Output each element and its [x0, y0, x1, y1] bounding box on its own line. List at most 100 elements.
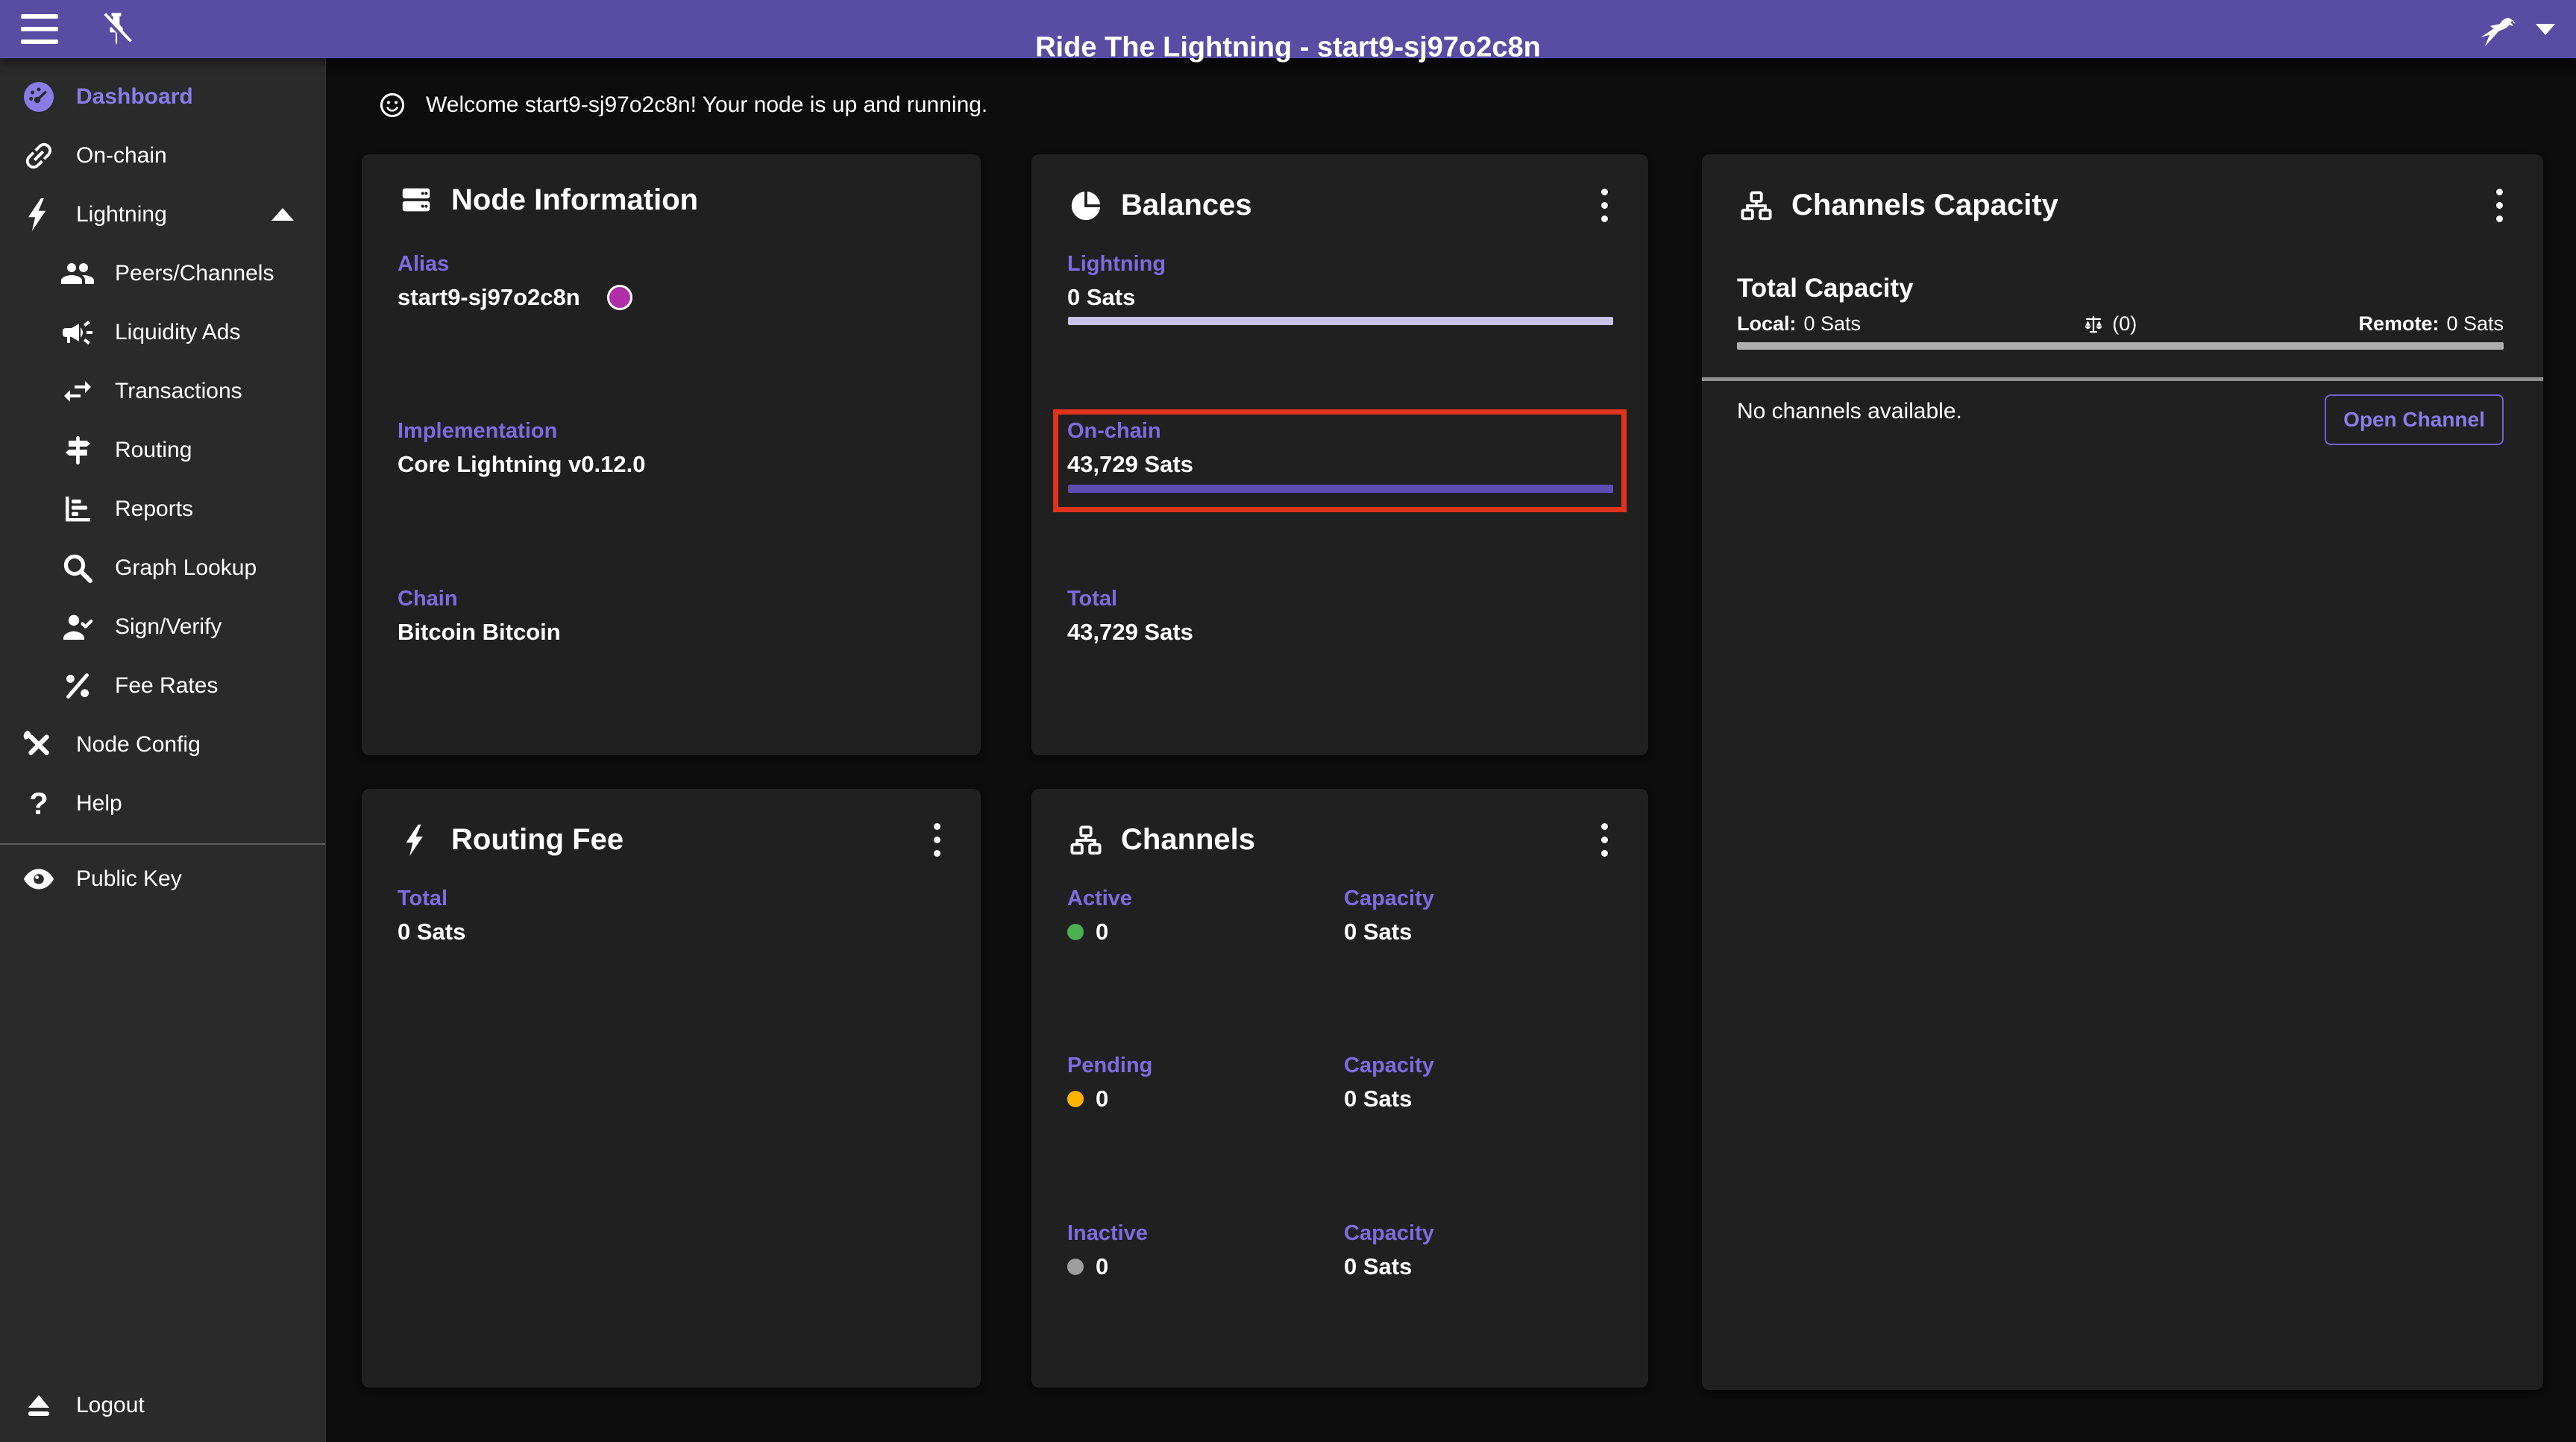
no-channels-message: No channels available.	[1737, 399, 1962, 424]
sidebar-item-reports[interactable]: Reports	[0, 479, 325, 538]
inactive-status-dot	[1067, 1259, 1084, 1275]
pending-capacity-field: Capacity 0 Sats	[1344, 1054, 1434, 1112]
card-header: Routing Fee	[399, 817, 951, 863]
onchain-highlight-box	[1053, 409, 1627, 512]
field-label: Chain	[398, 587, 458, 611]
lightning-balance-field: Lightning 0 Sats	[1067, 252, 1166, 311]
signpost-icon	[60, 432, 95, 468]
routing-fee-total-value: 0 Sats	[398, 919, 466, 945]
field-label: Implementation	[398, 419, 558, 443]
active-capacity-field: Capacity 0 Sats	[1344, 887, 1434, 945]
sidebar-item-label: Lightning	[76, 201, 167, 227]
search-icon	[60, 550, 95, 586]
sidebar-item-node-config[interactable]: Node Config	[0, 715, 325, 774]
sidebar-item-peers-channels[interactable]: Peers/Channels	[0, 244, 325, 303]
inactive-capacity-field: Capacity 0 Sats	[1344, 1221, 1434, 1280]
field-label: Capacity	[1344, 1221, 1434, 1245]
megaphone-icon	[60, 315, 95, 350]
total-balance-field: Total 43,729 Sats	[1067, 587, 1193, 646]
main-content: Welcome start9-sj97o2c8n! Your node is u…	[326, 58, 2576, 1442]
swap-arrows-icon	[60, 374, 95, 409]
card-divider	[1702, 377, 2543, 381]
inactive-capacity-value: 0 Sats	[1344, 1253, 1413, 1279]
chain-field: Chain Bitcoin Bitcoin	[398, 587, 561, 646]
sidebar-item-sign-verify[interactable]: Sign/Verify	[0, 597, 325, 656]
pie-chart-icon	[1069, 189, 1103, 223]
implementation-value: Core Lightning v0.12.0	[398, 451, 646, 477]
sidebar: Dashboard On-chain Lightning Peers/Chann…	[0, 58, 326, 1442]
network-icon	[1069, 823, 1103, 857]
sidebar-item-label: Fee Rates	[115, 673, 219, 698]
onchain-balance-value: 43,729 Sats	[1067, 451, 1193, 477]
app-title: Ride The Lightning - start9-sj97o2c8n	[1035, 31, 1541, 63]
sidebar-item-label: On-chain	[76, 142, 167, 168]
sidebar-item-graph-lookup[interactable]: Graph Lookup	[0, 538, 325, 597]
onchain-balance-bar	[1068, 485, 1613, 493]
sidebar-item-label: Graph Lookup	[115, 555, 257, 580]
sidebar-item-public-key[interactable]: Public Key	[0, 849, 325, 908]
eye-icon	[21, 861, 57, 897]
inactive-channels-field: Inactive 0	[1067, 1221, 1148, 1280]
more-options-button[interactable]	[1591, 817, 1618, 863]
open-channel-button[interactable]: Open Channel	[2325, 394, 2504, 445]
smiley-icon	[378, 91, 406, 119]
routing-fee-total-field: Total 0 Sats	[398, 887, 465, 945]
sidebar-item-label: Public Key	[76, 866, 182, 891]
pending-channels-field: Pending 0	[1067, 1054, 1152, 1112]
card-title: Node Information	[451, 183, 699, 216]
scale-icon	[2082, 313, 2105, 336]
bolt-icon	[399, 823, 433, 857]
tools-icon	[21, 727, 57, 763]
pending-capacity-value: 0 Sats	[1344, 1086, 1413, 1112]
more-options-button[interactable]	[2486, 183, 2513, 228]
caret-down-icon	[2536, 23, 2555, 35]
more-options-button[interactable]	[1591, 183, 1618, 228]
card-header: Channels Capacity	[1739, 183, 2513, 228]
sidebar-item-logout[interactable]: Logout	[0, 1376, 325, 1435]
sidebar-item-routing[interactable]: Routing	[0, 421, 325, 479]
alias-value: start9-sj97o2c8n	[398, 284, 580, 310]
sidebar-item-lightning[interactable]: Lightning	[0, 185, 325, 244]
bar-chart-icon	[60, 491, 95, 527]
sidebar-item-label: Node Config	[76, 731, 201, 757]
sidebar-item-dashboard[interactable]: Dashboard	[0, 67, 325, 126]
person-check-icon	[60, 609, 95, 645]
routing-fee-card: Routing Fee Total 0 Sats	[362, 789, 981, 1388]
card-header: Node Information	[399, 183, 951, 217]
sidebar-divider	[0, 843, 325, 845]
sidebar-item-label: Dashboard	[76, 84, 193, 109]
field-label: Pending	[1067, 1054, 1153, 1077]
sidebar-item-label: Peers/Channels	[115, 260, 274, 286]
field-label: Inactive	[1067, 1221, 1148, 1245]
more-options-button[interactable]	[923, 817, 951, 863]
welcome-message: Welcome start9-sj97o2c8n! Your node is u…	[426, 92, 988, 117]
chain-value: Bitcoin Bitcoin	[398, 619, 561, 645]
account-menu[interactable]	[2472, 0, 2555, 58]
balance-count: (0)	[2112, 312, 2137, 335]
sidebar-item-onchain[interactable]: On-chain	[0, 126, 325, 185]
remote-label: Remote:	[2358, 312, 2440, 335]
sidebar-item-label: Logout	[76, 1392, 145, 1417]
card-title: Routing Fee	[451, 823, 624, 856]
card-header: Channels	[1069, 817, 1618, 863]
active-status-dot	[1067, 924, 1084, 940]
sidebar-item-liquidity-ads[interactable]: Liquidity Ads	[0, 303, 325, 362]
balancedness: (0)	[1861, 312, 2358, 336]
field-label: Active	[1067, 887, 1133, 910]
question-mark-icon: ?	[29, 785, 48, 821]
top-bar: Ride The Lightning - start9-sj97o2c8n	[0, 0, 2576, 63]
link-icon	[21, 138, 57, 174]
balances-card: Balances Lightning 0 Sats On-chain 43,72…	[1031, 154, 1648, 755]
sidebar-item-label: Reports	[115, 496, 194, 521]
sidebar-item-fee-rates[interactable]: Fee Rates	[0, 656, 325, 715]
alias-field: Alias start9-sj97o2c8n	[398, 252, 632, 311]
sidebar-item-help[interactable]: ? Help	[0, 774, 325, 833]
chevron-up-icon	[271, 208, 294, 221]
menu-button[interactable]	[21, 14, 58, 44]
sidebar-item-transactions[interactable]: Transactions	[0, 362, 325, 421]
pin-off-icon[interactable]	[97, 10, 136, 48]
eject-icon	[21, 1388, 57, 1423]
field-label: Capacity	[1344, 887, 1434, 910]
field-label: On-chain	[1067, 419, 1161, 443]
